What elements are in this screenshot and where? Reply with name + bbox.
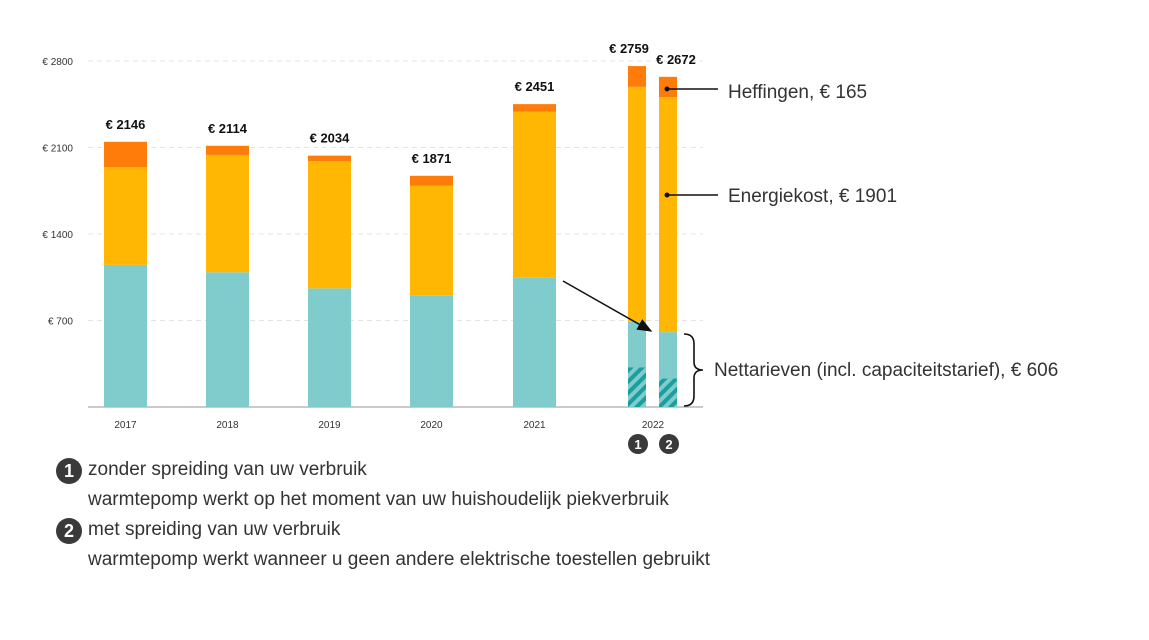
bar-stack-2019 — [308, 155, 351, 407]
gridlines — [88, 60, 703, 408]
note-2-subtitle-row: warmtepomp werkt wanneer u geen andere e… — [56, 545, 1056, 575]
bar-stack-2018 — [206, 145, 249, 407]
note-2-badge: 2 — [56, 518, 82, 544]
bar-total-labels: € 2146 € 2114 € 2034 € 1871 € 2451 € 2759 € 26… — [106, 41, 696, 166]
note-1-title-row: 1 zonder spreiding van uw verbruik — [56, 455, 1056, 485]
bar-segment-energiekost — [104, 167, 147, 265]
nettarieven-bracket — [683, 333, 704, 407]
y-tick-label: € 1400 — [42, 230, 73, 241]
x-tick-label: 2018 — [216, 420, 239, 431]
bar-segment-hatched — [628, 367, 646, 407]
bar-total-label: € 2672 — [656, 52, 696, 67]
bar-segment-hatched — [659, 378, 677, 407]
nettarieven-annotation: Nettarieven (incl. capaciteitstarief), €… — [714, 360, 1058, 381]
note-1-badge: 1 — [56, 458, 82, 484]
bar-stack-2021 — [513, 104, 556, 407]
stacked-bar-chart: € 700 € 1400 € 2100 € 2800 € 2146 € 2114 € 20… — [42, 41, 1058, 454]
y-tick-label: € 700 — [48, 317, 73, 328]
bar-stack-2020 — [410, 175, 453, 407]
bar-total-label: € 2759 — [609, 41, 649, 56]
bar-total-label: € 1871 — [412, 151, 452, 166]
bar-segment-energiekost — [659, 97, 677, 333]
bar-total-label: € 2146 — [106, 117, 146, 132]
bars — [104, 66, 677, 407]
bar-segment-heffingen — [410, 175, 453, 186]
heffingen-annotation: Heffingen, € 165 — [728, 82, 867, 103]
note-1-title: zonder spreiding van uw verbruik — [88, 459, 367, 480]
y-tick-label: € 2100 — [42, 144, 73, 155]
energiekost-leader-dot — [664, 192, 670, 198]
y-axis-tick-labels: € 700 € 1400 € 2100 € 2800 — [42, 57, 73, 328]
energiekost-annotation: Energiekost, € 1901 — [728, 186, 897, 207]
x-axis-tick-labels: 2017 2018 2019 2020 2021 2022 — [114, 420, 664, 431]
note-1-subtitle-row: warmtepomp werkt op het moment van uw hu… — [56, 485, 1056, 515]
bar-segment-nettarieven — [308, 288, 351, 407]
legend-notes: 1 zonder spreiding van uw verbruik warmt… — [56, 455, 1056, 575]
bar-segment-energiekost — [308, 161, 351, 289]
bar-segment-nettarieven — [410, 295, 453, 407]
bar-segment-nettarieven — [104, 264, 147, 407]
bar-segment-energiekost — [410, 185, 453, 296]
annotations: Heffingen, € 165 Energiekost, € 1901 Net… — [562, 82, 1058, 407]
bar-marker-circle — [659, 434, 679, 454]
bar-segment-energiekost — [206, 154, 249, 273]
bar-total-label: € 2114 — [208, 121, 248, 136]
note-2-title-row: 2 met spreiding van uw verbruik — [56, 515, 1056, 545]
y-tick-label: € 2800 — [42, 57, 73, 68]
note-2-title: met spreiding van uw verbruik — [88, 519, 341, 540]
bar-segment-nettarieven — [513, 277, 556, 407]
note-2-subtitle: warmtepomp werkt wanneer u geen andere e… — [88, 549, 711, 570]
x-tick-label: 2022 — [642, 420, 665, 431]
heffingen-leader-dot — [664, 86, 670, 92]
bar-segment-energiekost — [513, 111, 556, 278]
bar-segment-heffingen — [513, 104, 556, 112]
bar-total-label: € 2034 — [310, 131, 351, 146]
bar-stack-2017 — [104, 141, 147, 407]
bar-stack-2022-1 — [628, 66, 646, 407]
pointer-arrow — [562, 280, 653, 332]
bar-segment-energiekost — [628, 86, 646, 322]
x-tick-label: 2017 — [114, 420, 137, 431]
bar-segment-heffingen — [104, 141, 147, 168]
bar-segment-heffingen — [308, 155, 351, 162]
x-tick-label: 2020 — [420, 420, 443, 431]
bar-segment-heffingen — [628, 66, 646, 87]
x-tick-label: 2019 — [318, 420, 341, 431]
note-1-subtitle: warmtepomp werkt op het moment van uw hu… — [88, 489, 669, 510]
bar-marker-2: 2 — [659, 434, 679, 454]
bar-marker-number: 2 — [665, 437, 672, 452]
bar-stack-2022-2 — [659, 76, 677, 407]
bar-marker-number: 1 — [634, 437, 641, 452]
bar-segment-nettarieven — [206, 272, 249, 407]
bar-marker-circle — [628, 434, 648, 454]
x-tick-label: 2021 — [523, 420, 546, 431]
bar-total-label: € 2451 — [515, 79, 555, 94]
bar-marker-1: 1 — [628, 434, 648, 454]
bar-segment-heffingen — [206, 145, 249, 155]
